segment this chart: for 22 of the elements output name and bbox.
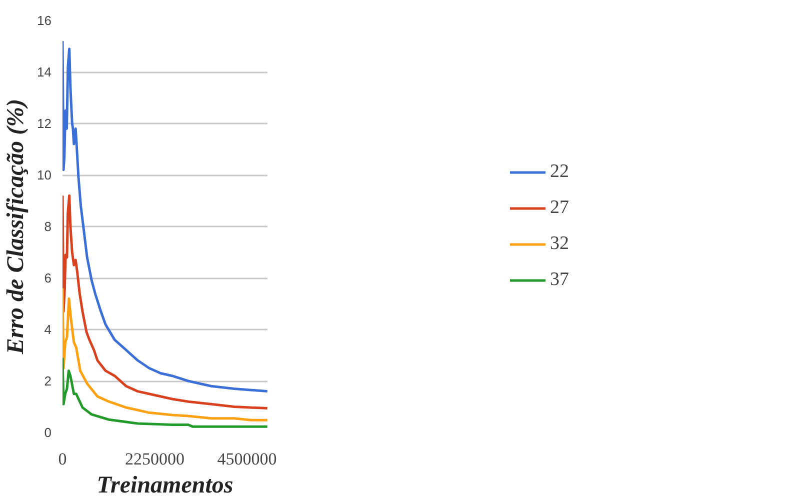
y-axis-title: Erro de Classificação (%) (3, 98, 30, 356)
y-tick-label: 14 (37, 64, 52, 80)
line-series (62, 287, 268, 422)
x-tick-label: 0 (58, 450, 67, 468)
legend-label: 37 (550, 269, 570, 291)
x-axis-title: Treinamentos (96, 472, 234, 498)
x-tick-label: 4500000 (217, 450, 277, 468)
y-tick-label: 6 (44, 270, 52, 286)
y-tick-label: 12 (37, 116, 52, 131)
y-tick-label: 4 (44, 322, 52, 337)
y-tick-label: 16 (37, 13, 52, 28)
line-series (62, 356, 268, 428)
y-tick-label: 2 (44, 374, 52, 388)
line-series (62, 40, 268, 393)
x-tick-label: 2250000 (125, 450, 184, 468)
legend-label: 22 (550, 161, 570, 183)
y-tick-label: 0 (44, 425, 52, 440)
y-tick-label: 10 (37, 168, 52, 182)
y-tick-label: 8 (44, 219, 52, 234)
line-series (62, 194, 268, 410)
legend-label: 27 (550, 197, 570, 219)
legend-label: 32 (550, 233, 570, 255)
